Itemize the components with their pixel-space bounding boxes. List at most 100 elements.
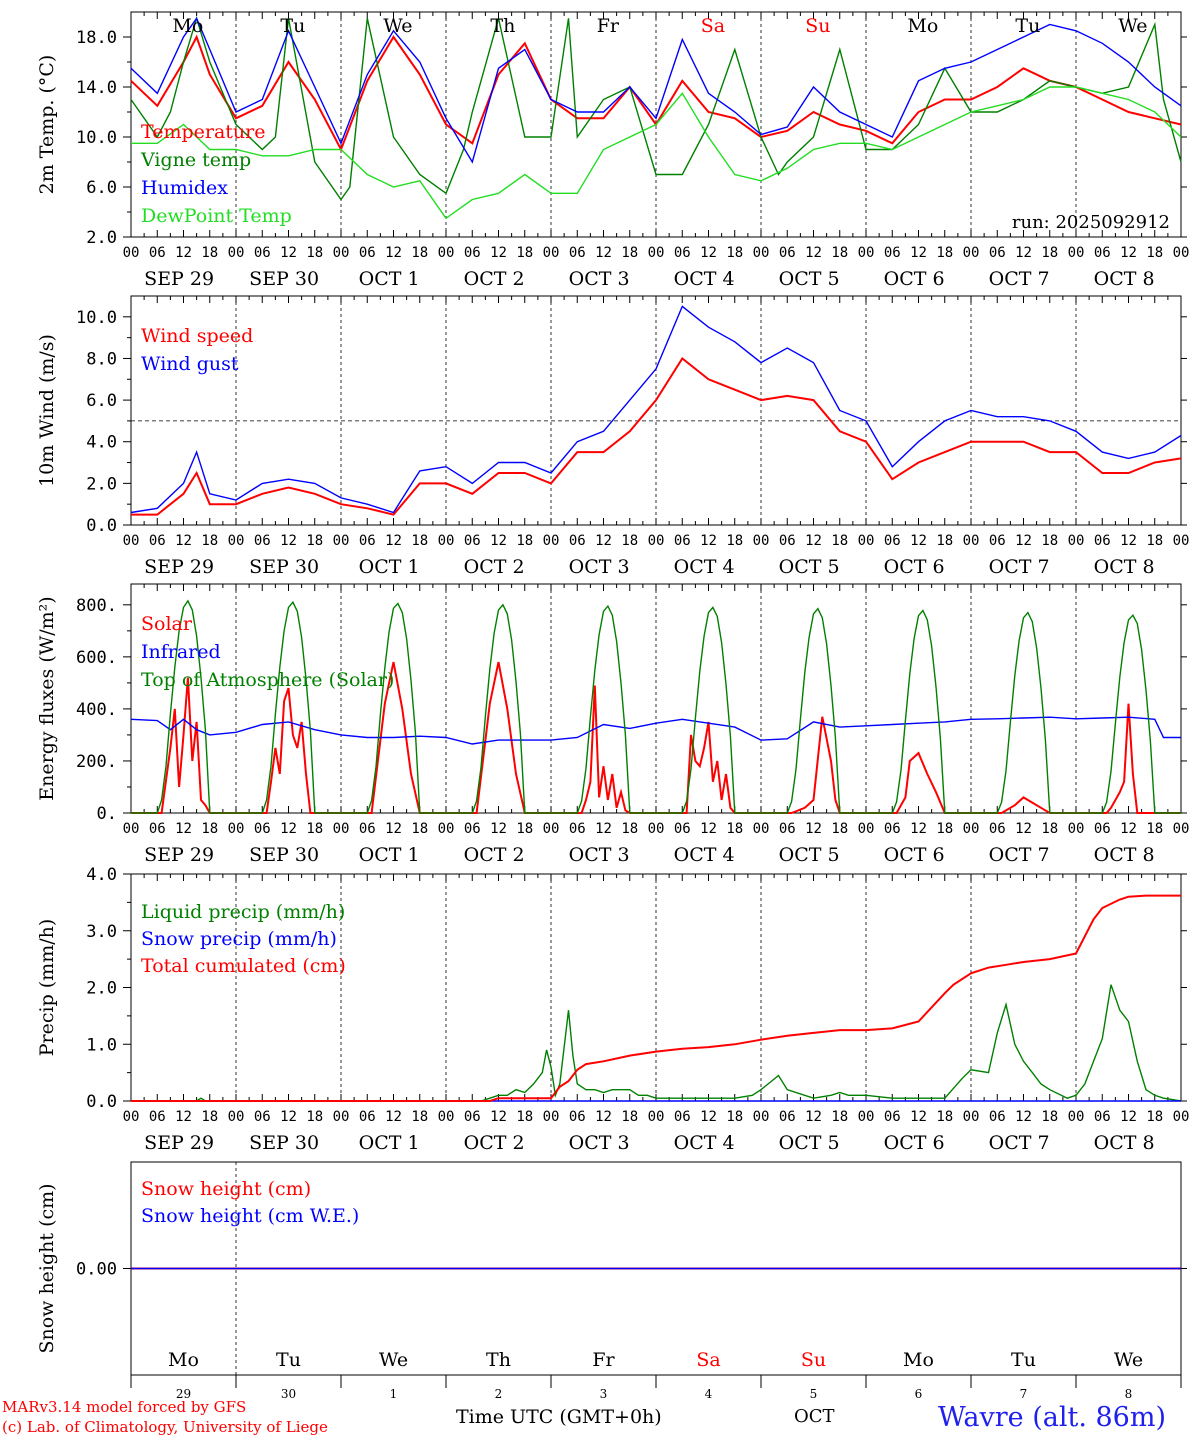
series-line-total-cumulated-cm (131, 894, 1181, 1102)
hour-label: 06 (989, 821, 1006, 837)
hour-label: 00 (858, 533, 875, 549)
hour-label: 12 (700, 1109, 717, 1125)
date-label: OCT 6 (884, 268, 945, 290)
day-name: We (379, 1349, 408, 1371)
hour-label: 18 (411, 821, 428, 837)
y-tick-label: 200. (76, 752, 117, 772)
date-label: OCT 1 (359, 844, 420, 866)
hour-label: 12 (910, 533, 927, 549)
hour-label: 00 (858, 245, 875, 261)
hour-label: 00 (1173, 245, 1190, 261)
date-label: OCT 2 (464, 268, 525, 290)
hour-label: 18 (621, 821, 638, 837)
day-name: Mo (907, 15, 938, 37)
hour-label: 00 (438, 821, 455, 837)
hour-label: 18 (621, 1109, 638, 1125)
hour-label: 06 (1094, 533, 1111, 549)
hour-label: 00 (543, 821, 560, 837)
hour-label: 18 (411, 533, 428, 549)
date-label: OCT 6 (884, 556, 945, 578)
hour-label: 06 (779, 821, 796, 837)
hour-label: 18 (516, 1109, 533, 1125)
hour-label: 18 (621, 533, 638, 549)
hour-label: 18 (306, 245, 323, 261)
hour-label: 12 (700, 821, 717, 837)
hour-label: 06 (884, 1109, 901, 1125)
hour-label: 12 (490, 533, 507, 549)
hour-label: 18 (201, 245, 218, 261)
hour-label: 06 (674, 821, 691, 837)
model-credit: MARv3.14 model forced by GFS (2, 1398, 247, 1416)
day-name: Su (805, 15, 830, 37)
series-line-liquid-precip-mm-h (131, 984, 1182, 1102)
legend-entry: Infrared (141, 641, 221, 663)
day-name: Mo (172, 15, 203, 37)
legend-entry: Snow height (cm W.E.) (141, 1205, 359, 1227)
y-axis-label: Precip (mm/h) (36, 919, 58, 1057)
hour-label: 06 (989, 1109, 1006, 1125)
day-number: 4 (705, 1387, 713, 1401)
hour-label: 18 (201, 533, 218, 549)
hour-label: 12 (1015, 533, 1032, 549)
day-number: 1 (390, 1387, 398, 1401)
hour-label: 18 (1041, 245, 1058, 261)
hour-label: 12 (910, 1109, 927, 1125)
hour-label: 06 (674, 1109, 691, 1125)
hour-label: 00 (1173, 1109, 1190, 1125)
legend-entry: DewPoint Temp (141, 205, 292, 227)
hour-label: 12 (595, 245, 612, 261)
hour-label: 06 (569, 245, 586, 261)
series-line-dewpoint-temp (131, 86, 1182, 220)
day-number: 30 (281, 1387, 296, 1401)
day-name: Fr (597, 15, 620, 37)
series-line-top-of-atmosphere-solar (131, 599, 1181, 814)
hour-label: 00 (333, 1109, 350, 1125)
hour-label: 18 (831, 245, 848, 261)
y-tick-label: 10.0 (76, 308, 117, 328)
date-label: SEP 29 (144, 1132, 214, 1154)
hour-label: 12 (175, 533, 192, 549)
hour-label: 06 (884, 821, 901, 837)
hour-label: 06 (359, 245, 376, 261)
y-tick-label: 800. (76, 596, 117, 616)
legend-entry: Solar (141, 613, 193, 635)
hour-label: 12 (700, 533, 717, 549)
day-name: We (1114, 1349, 1143, 1371)
day-name: Tu (1011, 1349, 1036, 1371)
hour-label: 00 (123, 1109, 140, 1125)
hour-label: 06 (1094, 1109, 1111, 1125)
hour-label: 12 (1120, 1109, 1137, 1125)
hour-label: 12 (1015, 1109, 1032, 1125)
hour-label: 18 (726, 1109, 743, 1125)
date-label: OCT 3 (569, 556, 630, 578)
date-label: OCT 5 (779, 1132, 840, 1154)
hour-label: 00 (1173, 821, 1190, 837)
hour-label: 12 (1120, 821, 1137, 837)
date-label: OCT 4 (674, 844, 735, 866)
y-tick-label: 3.0 (86, 922, 117, 942)
panel-temp: 2.0 6.0 10.0 14.0 18.0 2m Temp. (°C) Temperatu… (36, 11, 1190, 290)
hour-label: 06 (359, 1109, 376, 1125)
day-number: 3 (600, 1387, 608, 1401)
day-name: We (383, 15, 412, 37)
month-label: OCT (794, 1406, 835, 1427)
hour-label: 18 (726, 245, 743, 261)
hour-label: 12 (175, 821, 192, 837)
day-number: 8 (1125, 1387, 1133, 1401)
legend-entry: Snow height (cm) (141, 1178, 311, 1200)
hour-label: 18 (306, 1109, 323, 1125)
hour-label: 00 (963, 821, 980, 837)
hour-label: 12 (805, 821, 822, 837)
date-label: OCT 8 (1094, 844, 1155, 866)
hour-label: 12 (490, 245, 507, 261)
date-label: OCT 1 (359, 556, 420, 578)
hour-label: 00 (123, 245, 140, 261)
hour-label: 12 (385, 1109, 402, 1125)
y-tick-label: 0.0 (86, 1092, 117, 1112)
panel-snow: 0.00 Snow height (cm) Snow height (cm) Snow… (36, 1161, 1187, 1401)
legend-entry: Top of Atmosphere (Solar) (141, 669, 394, 691)
hour-label: 12 (385, 245, 402, 261)
hour-label: 00 (228, 1109, 245, 1125)
hour-label: 06 (674, 533, 691, 549)
